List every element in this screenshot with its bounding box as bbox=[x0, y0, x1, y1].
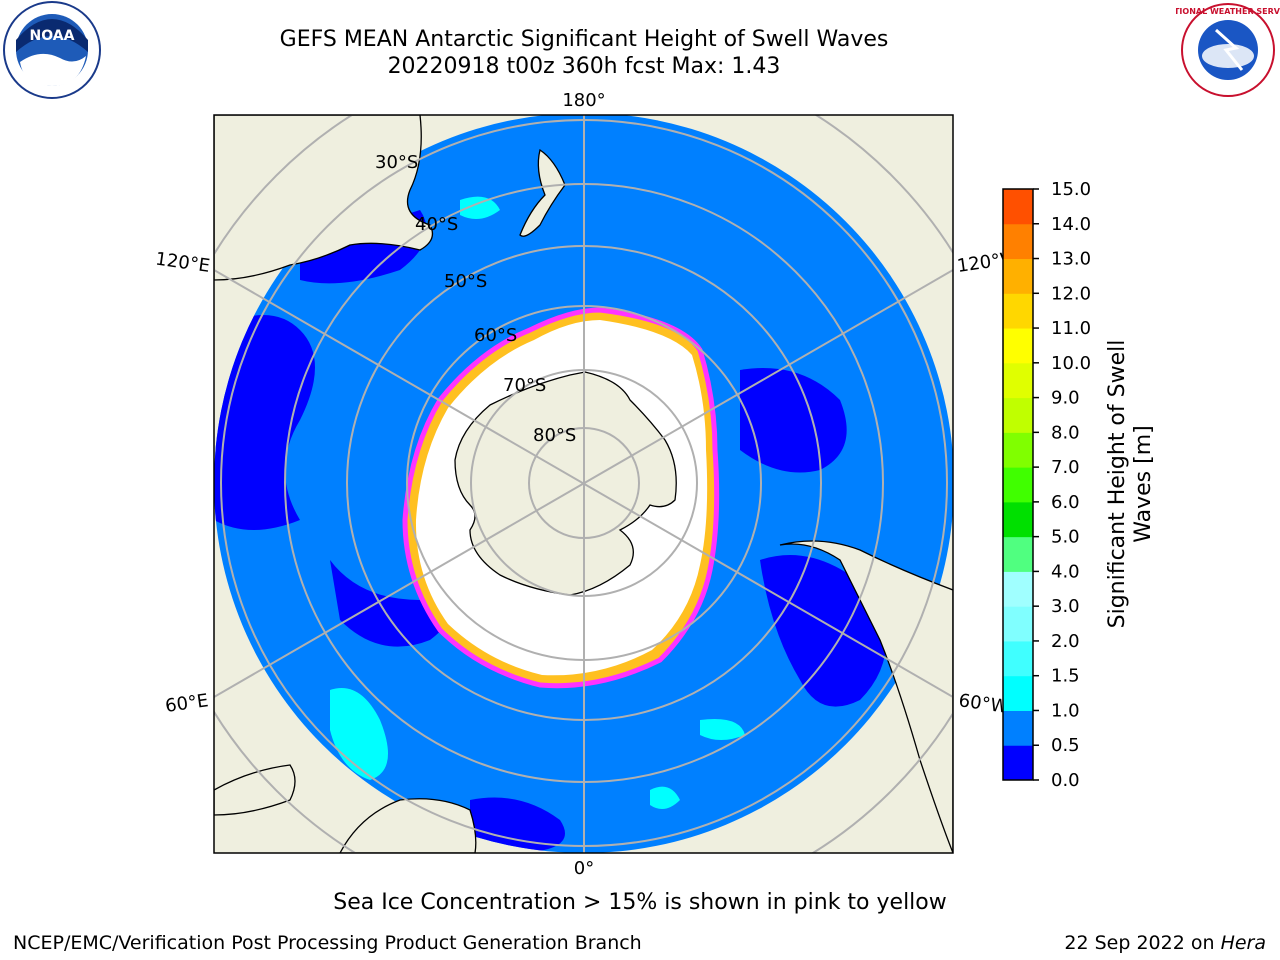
colorbar-segment bbox=[1003, 501, 1033, 538]
colorbar-tick-label: 1.0 bbox=[1051, 700, 1080, 721]
footer-date-text: 22 Sep 2022 on bbox=[1064, 932, 1221, 954]
colorbar bbox=[1003, 189, 1033, 781]
chart-title: GEFS MEAN Antarctic Significant Height o… bbox=[279, 27, 889, 52]
parallel-label-80s: 80°S bbox=[533, 425, 576, 446]
footer-credit: NCEP/EMC/Verification Post Processing Pr… bbox=[13, 932, 642, 954]
colorbar-ticks: 0.0 0.5 1.0 1.5 2.0 3.0 4.0 5.0 6.0 7.0 8.0 9.0 10.0… bbox=[1033, 179, 1091, 791]
swell-low-region-se bbox=[330, 560, 448, 647]
land-australia bbox=[214, 115, 434, 281]
nws-logo: NATIONAL WEATHER SERVICE bbox=[1176, 3, 1280, 97]
land-africa bbox=[339, 798, 477, 853]
swell-low-region-south bbox=[470, 797, 565, 853]
noaa-logo: NOAA bbox=[3, 1, 101, 99]
meridian-label-120e: 120°E bbox=[154, 249, 211, 277]
colorbar-segment bbox=[1003, 640, 1033, 677]
colorbar-tick-label: 9.0 bbox=[1051, 388, 1080, 409]
colorbar-segment bbox=[1003, 293, 1033, 329]
footer-host: Hera bbox=[1220, 932, 1266, 954]
map-frame bbox=[213, 114, 954, 854]
colorbar-segment bbox=[1003, 397, 1033, 433]
colorbar-tick-label: 12.0 bbox=[1051, 283, 1091, 304]
colorbar-segment bbox=[1003, 362, 1033, 399]
colorbar-segment bbox=[1003, 571, 1033, 607]
colorbar-tick-label: 0.0 bbox=[1051, 770, 1080, 791]
parallel-label-40s: 40°S bbox=[415, 214, 458, 235]
colorbar-segment bbox=[1003, 432, 1033, 468]
swell-low-region-sw bbox=[760, 555, 887, 707]
swell-mid-patch-4 bbox=[650, 786, 680, 809]
parallel-label-60s: 60°S bbox=[474, 325, 517, 346]
swell-low-region-west bbox=[740, 368, 847, 473]
meridian-60e-120w bbox=[214, 269, 953, 698]
colorbar-segment bbox=[1003, 258, 1033, 294]
sea-ice-note: Sea Ice Concentration > 15% is shown in … bbox=[333, 890, 947, 915]
colorbar-label-line2: Waves [m] bbox=[1131, 425, 1156, 542]
swell-mid-patch-2 bbox=[700, 719, 745, 740]
colorbar-tick-label: 0.5 bbox=[1051, 735, 1080, 756]
land-madagascar bbox=[214, 764, 296, 816]
chart-subtitle: 20220918 t00z 360h fcst Max: 1.43 bbox=[387, 54, 781, 79]
parallel-label-70s: 70°S bbox=[503, 375, 546, 396]
colorbar-tick-label: 11.0 bbox=[1051, 318, 1091, 339]
meridian-label-60e: 60°E bbox=[164, 690, 210, 717]
colorbar-tick-label: 3.0 bbox=[1051, 596, 1080, 617]
colorbar-segment bbox=[1003, 189, 1033, 225]
parallel-label-30s: 30°S bbox=[375, 152, 418, 173]
colorbar-tick-label: 2.0 bbox=[1051, 631, 1080, 652]
swell-mid-patch-3 bbox=[460, 196, 500, 219]
colorbar-tick-label: 14.0 bbox=[1051, 214, 1091, 235]
colorbar-segment bbox=[1003, 710, 1033, 746]
footer-date: 22 Sep 2022 on Hera bbox=[1064, 932, 1266, 954]
colorbar-tick-label: 10.0 bbox=[1051, 353, 1091, 374]
colorbar-segment bbox=[1003, 675, 1033, 711]
colorbar-segment bbox=[1003, 606, 1033, 642]
colorbar-tick-label: 8.0 bbox=[1051, 422, 1080, 443]
colorbar-tick-label: 4.0 bbox=[1051, 561, 1080, 582]
colorbar-tick-label: 1.5 bbox=[1051, 666, 1080, 687]
colorbar-label-line1: Significant Height of Swell bbox=[1105, 340, 1130, 629]
colorbar-segment bbox=[1003, 536, 1033, 572]
svg-text:NOAA: NOAA bbox=[30, 28, 75, 44]
meridian-label-0: 0° bbox=[574, 858, 594, 879]
colorbar-segment bbox=[1003, 223, 1033, 260]
meridian-label-180: 180° bbox=[562, 90, 605, 111]
colorbar-segment bbox=[1003, 745, 1033, 781]
colorbar-tick-label: 7.0 bbox=[1051, 457, 1080, 478]
colorbar-segment bbox=[1003, 467, 1033, 503]
colorbar-frame bbox=[1002, 188, 1034, 781]
colorbar-segment bbox=[1003, 328, 1033, 364]
colorbar-tick-label: 13.0 bbox=[1051, 249, 1091, 270]
colorbar-tick-label: 6.0 bbox=[1051, 492, 1080, 513]
meridian-label-60w: 60°W bbox=[957, 690, 1009, 718]
parallel-label-50s: 50°S bbox=[444, 271, 487, 292]
land-new-zealand bbox=[519, 148, 566, 237]
colorbar-tick-label: 15.0 bbox=[1051, 179, 1091, 200]
svg-text:NATIONAL WEATHER SERVICE: NATIONAL WEATHER SERVICE bbox=[1176, 7, 1280, 16]
colorbar-tick-label: 5.0 bbox=[1051, 527, 1080, 548]
